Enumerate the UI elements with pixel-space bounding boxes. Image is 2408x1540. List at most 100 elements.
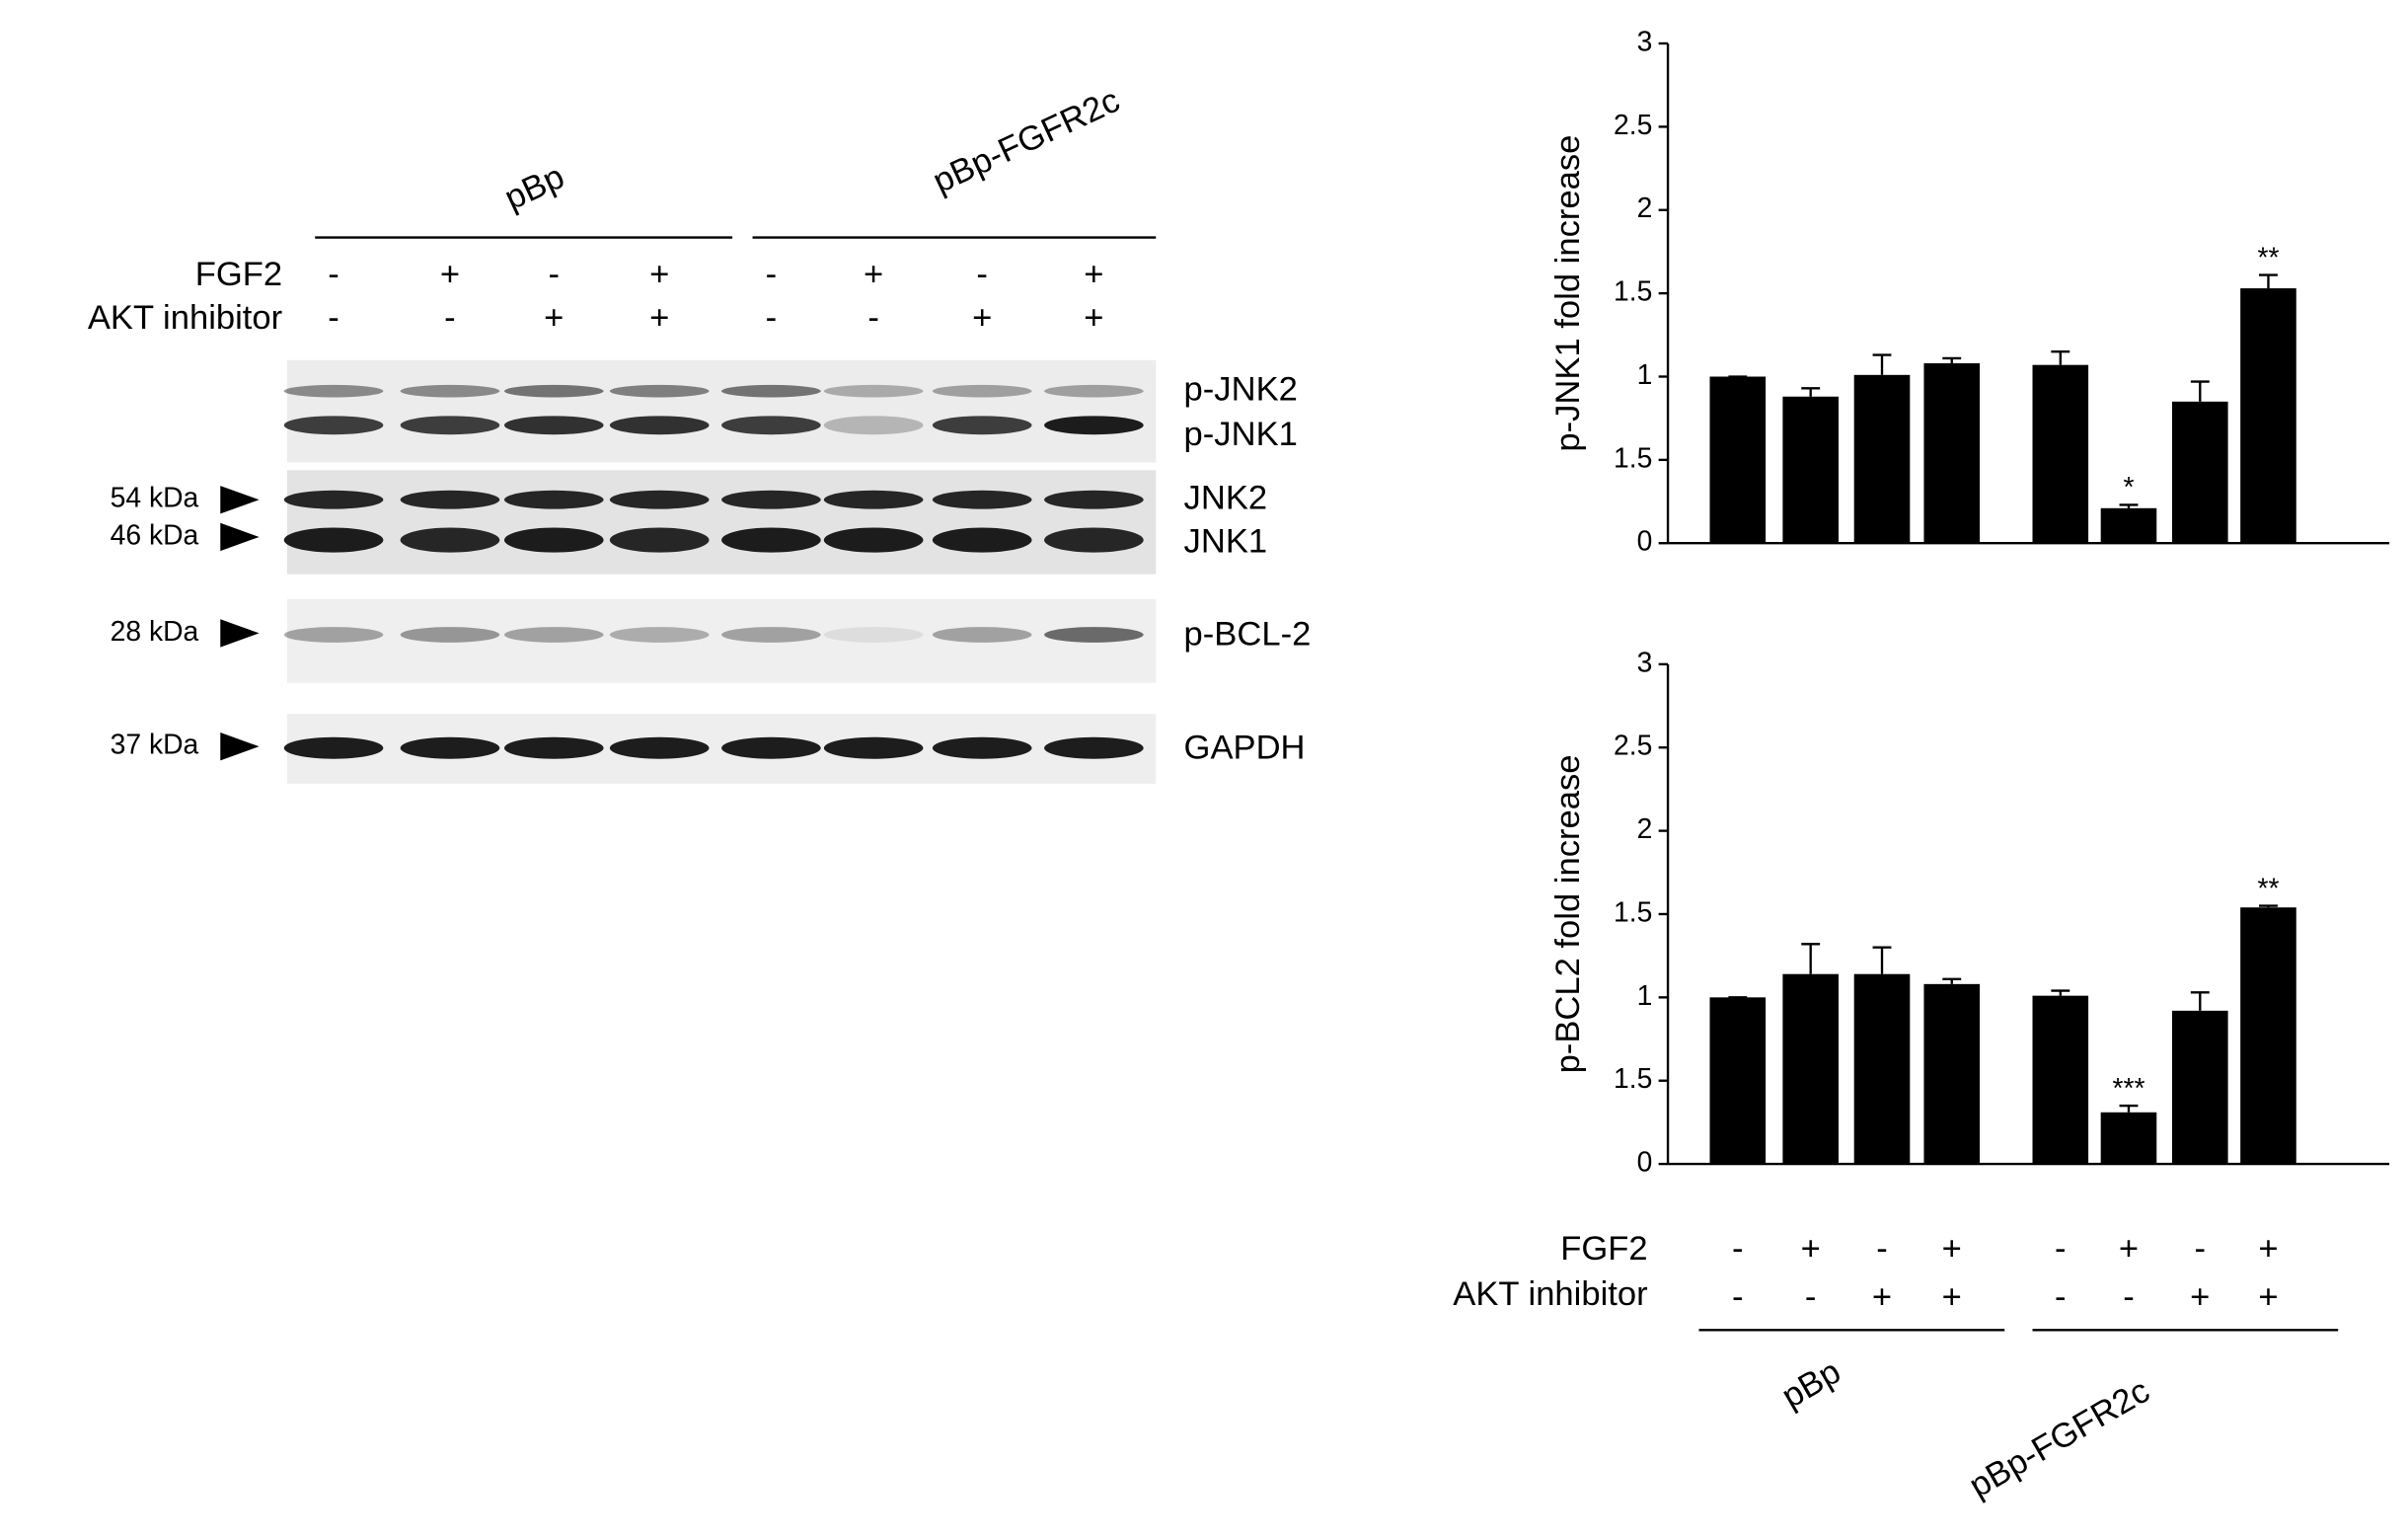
blot-band <box>609 627 710 643</box>
blot-band <box>823 416 924 435</box>
y-tick-label: 3 <box>1637 25 1653 56</box>
error-bar <box>2051 989 2070 996</box>
blot-band <box>1044 384 1144 398</box>
band-label: JNK2 <box>1184 479 1268 516</box>
bar <box>2171 1010 2228 1165</box>
bar <box>1923 362 1981 544</box>
treatment-sign: + <box>972 299 992 337</box>
treatment-sign: - <box>2055 1230 2067 1268</box>
significance: *** <box>2112 1072 2145 1104</box>
significance: ** <box>2257 241 2279 272</box>
treatment-sign: - <box>1732 1278 1744 1316</box>
blot-band <box>721 736 821 759</box>
treatment-sign: - <box>2195 1230 2207 1268</box>
error-bar <box>2190 380 2210 402</box>
treatment-sign: + <box>649 299 669 337</box>
group-label: pBp-FGFR2c <box>1963 1372 2155 1505</box>
treatment-sign: + <box>1801 1230 1821 1268</box>
row-label: FGF2 <box>195 256 282 293</box>
bar <box>2100 507 2157 544</box>
y-tick-label: 0 <box>1637 1146 1653 1178</box>
treatment-sign: + <box>2258 1278 2278 1316</box>
blot-band <box>283 736 384 759</box>
blot-band <box>503 627 604 643</box>
error-bar <box>1942 356 1962 363</box>
y-tick-label: 1.5 <box>1614 1062 1652 1094</box>
marker-label: 54 kDa <box>111 482 199 513</box>
treatment-sign: - <box>1876 1230 1888 1268</box>
blot-band <box>823 627 924 643</box>
blot-band <box>400 627 500 643</box>
blot-band <box>721 627 821 643</box>
y-axis-label: p-BCL2 fold increase <box>1549 755 1587 1074</box>
blot-panel <box>286 598 1157 683</box>
significance: * <box>2123 471 2134 502</box>
treatment-sign: + <box>1084 299 1103 337</box>
row-label: FGF2 <box>1560 1230 1647 1268</box>
treatment-sign: - <box>549 256 561 293</box>
blot-band <box>400 490 500 509</box>
y-tick-label: 0 <box>1637 525 1653 557</box>
blot-band <box>283 527 384 553</box>
blot-band <box>400 527 500 553</box>
group-label: pBp <box>1775 1352 1846 1416</box>
blot-band <box>932 527 1032 553</box>
bar <box>1782 396 1839 544</box>
bar <box>1782 973 1839 1165</box>
bar <box>2240 288 2296 544</box>
treatment-sign: - <box>867 299 879 337</box>
marker-arrow <box>220 619 260 648</box>
blot-band <box>503 527 604 553</box>
significance: ** <box>2257 872 2279 903</box>
y-tick-label: 2 <box>1637 812 1653 844</box>
error-bar <box>2119 1104 2139 1113</box>
blot-panel <box>286 359 1157 463</box>
blot-band <box>503 416 604 435</box>
treatment-sign: + <box>864 256 883 293</box>
y-tick-label: 1.5 <box>1614 441 1652 473</box>
blot-band <box>721 416 821 435</box>
bar <box>1853 973 1911 1165</box>
treatment-sign: - <box>2055 1278 2067 1316</box>
bar <box>2240 907 2296 1165</box>
y-tick-label: 2.5 <box>1614 730 1652 761</box>
blot-band <box>503 384 604 398</box>
blot-band <box>283 416 384 435</box>
error-bar <box>1872 353 1892 375</box>
treatment-sign: + <box>649 256 669 293</box>
band-label: p-JNK2 <box>1184 370 1298 408</box>
error-bar <box>2259 904 2278 908</box>
blot-band <box>721 490 821 509</box>
blot-band <box>932 490 1032 509</box>
treatment-sign: + <box>544 299 564 337</box>
treatment-sign: - <box>2123 1278 2135 1316</box>
marker-label: 28 kDa <box>111 615 199 647</box>
group-label: pBp-FGFR2c <box>928 82 1126 201</box>
blot-band <box>932 416 1032 435</box>
treatment-sign: - <box>1805 1278 1817 1316</box>
treatment-sign: + <box>1942 1230 1962 1268</box>
treatment-sign: + <box>2258 1230 2278 1268</box>
y-tick-label: 2 <box>1637 192 1653 223</box>
error-bar <box>2051 350 2070 365</box>
error-bar <box>2190 991 2210 1011</box>
blot-band <box>283 490 384 509</box>
blot-band <box>1044 527 1144 553</box>
blot-band <box>609 416 710 435</box>
blot-band <box>932 384 1032 398</box>
treatment-sign: - <box>328 256 339 293</box>
blot-band <box>283 627 384 643</box>
y-tick-label: 2.5 <box>1614 109 1652 140</box>
treatment-sign: + <box>2190 1278 2210 1316</box>
bar <box>1709 997 1767 1165</box>
bar <box>2100 1112 2157 1165</box>
y-tick-label: 1.5 <box>1614 895 1652 927</box>
marker-arrow <box>220 486 260 514</box>
treatment-sign: + <box>1872 1278 1892 1316</box>
error-bar <box>1801 943 1821 974</box>
blot-panel <box>286 470 1157 575</box>
treatment-sign: - <box>766 299 778 337</box>
blot-band <box>932 627 1032 643</box>
blot-band <box>1044 736 1144 759</box>
